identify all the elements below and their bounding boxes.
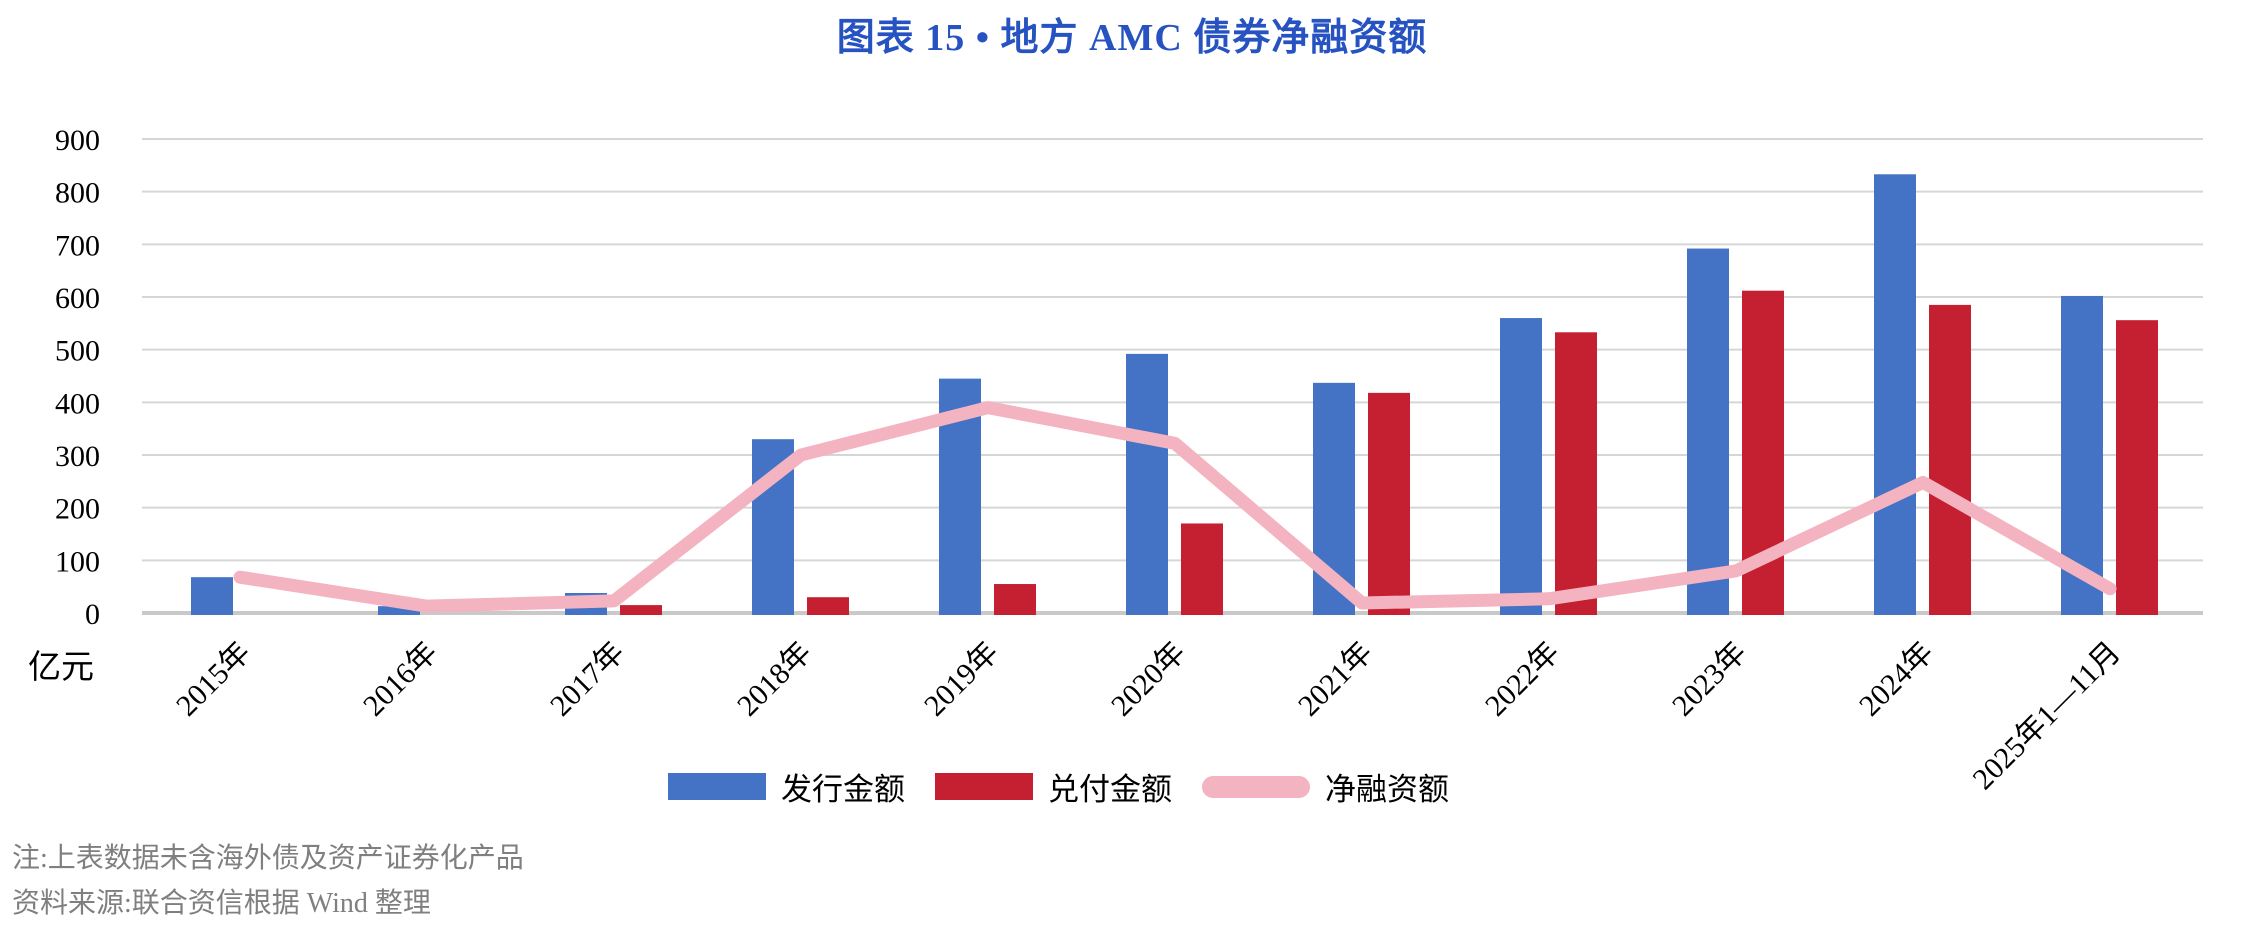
issuance-swatch-icon xyxy=(668,773,766,800)
x-category-label: 2019年 xyxy=(918,636,1005,723)
y-tick-label: 0 xyxy=(85,598,100,631)
y-tick-label: 400 xyxy=(55,387,100,420)
y-tick-label: 500 xyxy=(55,335,100,368)
redemption-bar xyxy=(1368,392,1410,615)
issuance-bar xyxy=(191,577,233,615)
y-tick-label: 300 xyxy=(55,440,100,473)
footnote-source: 资料来源:联合资信根据 Wind 整理 xyxy=(12,888,431,919)
redemption-bar xyxy=(994,584,1036,615)
x-category-label: 2017年 xyxy=(544,636,631,723)
y-axis-unit-label: 亿元 xyxy=(28,650,94,686)
y-tick-label: 100 xyxy=(55,545,100,578)
net-line-swatch-icon xyxy=(1202,775,1310,798)
y-tick-label: 200 xyxy=(55,493,100,526)
redemption-bar xyxy=(620,605,662,615)
net-financing-line xyxy=(233,401,2117,613)
legend-label-issuance: 发行金额 xyxy=(781,772,905,807)
redemption-bar xyxy=(807,597,849,615)
y-tick-label: 700 xyxy=(55,229,100,262)
redemption-bar xyxy=(1929,304,1971,615)
x-category-label: 2018年 xyxy=(731,636,818,723)
y-tick-label: 800 xyxy=(55,177,100,210)
x-category-label: 2024年 xyxy=(1853,636,1940,723)
legend-item-net: 净融资额 xyxy=(1202,764,1449,809)
x-category-label: 2023年 xyxy=(1666,636,1753,723)
x-category-label: 2021年 xyxy=(1292,636,1379,723)
issuance-bar xyxy=(1874,174,1916,615)
legend-label-redemption: 兑付金额 xyxy=(1048,772,1172,807)
chart-title: 图表 15 • 地方 AMC 债券净融资额 xyxy=(836,17,1428,59)
y-tick-label: 600 xyxy=(55,282,100,315)
legend-item-redemption: 兑付金额 xyxy=(935,764,1172,809)
footnotes: 注:上表数据未含海外债及资产证券化产品 资料来源:联合资信根据 Wind 整理 xyxy=(12,836,524,926)
redemption-bar xyxy=(1181,523,1223,615)
redemption-bar xyxy=(2116,320,2158,615)
redemption-bar xyxy=(1555,332,1597,615)
x-category-label: 2015年 xyxy=(170,636,257,723)
x-category-label: 2022年 xyxy=(1479,636,1566,723)
legend-label-net: 净融资额 xyxy=(1325,772,1449,807)
issuance-bar xyxy=(1687,248,1729,615)
legend-item-issuance: 发行金额 xyxy=(668,764,905,809)
chart-legend: 发行金额 兑付金额 净融资额 xyxy=(668,764,1449,809)
y-tick-label: 900 xyxy=(55,124,100,157)
redemption-swatch-icon xyxy=(935,773,1033,800)
issuance-bar xyxy=(1126,353,1168,615)
x-category-label: 2025年1—11月 xyxy=(1967,636,2127,796)
issuance-bar xyxy=(378,606,420,615)
x-category-label: 2020年 xyxy=(1105,636,1192,723)
issuance-bar xyxy=(1500,318,1542,615)
x-category-label: 2016年 xyxy=(357,636,444,723)
footnote-data-scope: 注:上表数据未含海外债及资产证券化产品 xyxy=(12,843,524,874)
